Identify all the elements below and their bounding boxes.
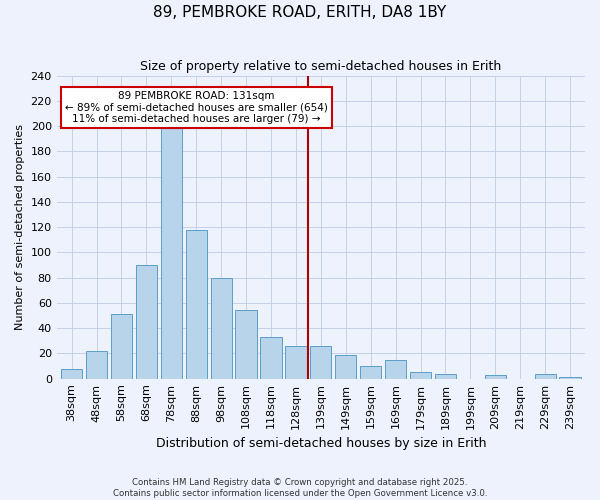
Bar (211, 278, 232, 378)
Bar (360, 366, 381, 378)
Bar (235, 310, 257, 378)
Bar (61, 368, 82, 378)
Bar (286, 346, 307, 378)
Bar (485, 375, 506, 378)
Bar (161, 126, 182, 378)
Text: 89 PEMBROKE ROAD: 131sqm
← 89% of semi-detached houses are smaller (654)
11% of : 89 PEMBROKE ROAD: 131sqm ← 89% of semi-d… (65, 90, 328, 124)
Bar (111, 314, 132, 378)
Bar (260, 337, 281, 378)
Bar (410, 372, 431, 378)
Bar (335, 354, 356, 378)
Bar (435, 374, 456, 378)
Bar (535, 374, 556, 378)
Bar (86, 351, 107, 378)
Bar (136, 265, 157, 378)
Title: Size of property relative to semi-detached houses in Erith: Size of property relative to semi-detach… (140, 60, 502, 73)
Text: 89, PEMBROKE ROAD, ERITH, DA8 1BY: 89, PEMBROKE ROAD, ERITH, DA8 1BY (154, 5, 446, 20)
Bar (185, 230, 207, 378)
Y-axis label: Number of semi-detached properties: Number of semi-detached properties (15, 124, 25, 330)
X-axis label: Distribution of semi-detached houses by size in Erith: Distribution of semi-detached houses by … (155, 437, 486, 450)
Text: Contains HM Land Registry data © Crown copyright and database right 2025.
Contai: Contains HM Land Registry data © Crown c… (113, 478, 487, 498)
Bar (385, 360, 406, 378)
Bar (310, 346, 331, 378)
